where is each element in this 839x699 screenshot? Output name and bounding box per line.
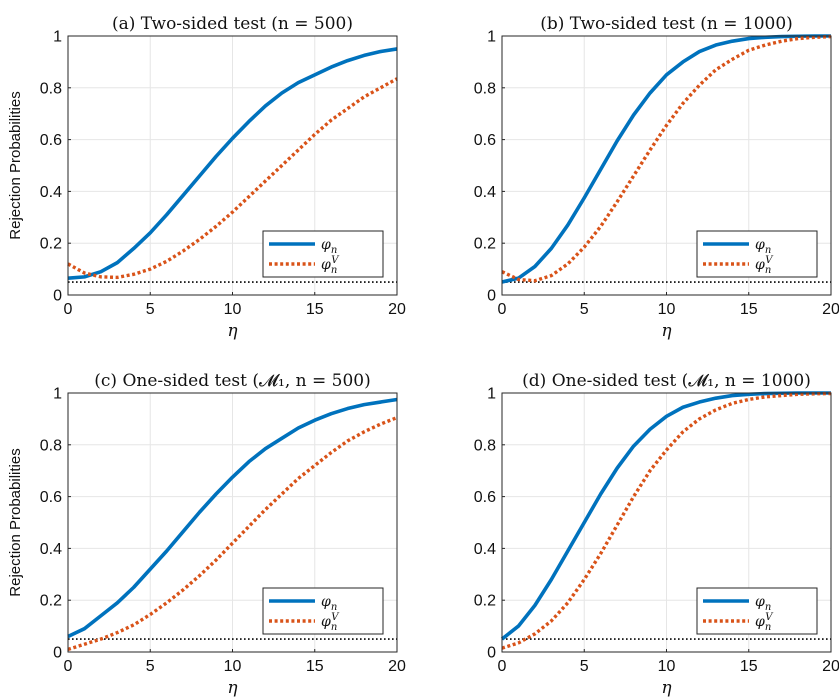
x-tick-label: 5	[580, 658, 589, 675]
x-tick-label: 0	[498, 301, 507, 318]
y-tick-label: 0.6	[474, 489, 496, 506]
legend-label: φn	[755, 237, 771, 256]
x-axis-label: η	[661, 321, 672, 341]
legend-box	[696, 587, 818, 635]
legend-label: φnV	[321, 255, 340, 276]
legend-label: φnV	[755, 612, 774, 633]
y-tick-label: 0.4	[40, 541, 62, 558]
chart-title: (c) One-sided test (𝓜₁, n = 500)	[94, 371, 371, 391]
x-tick-label: 10	[658, 658, 676, 675]
x-tick-label: 20	[388, 658, 406, 675]
y-tick-label: 1	[53, 29, 62, 46]
x-tick-label: 0	[64, 301, 73, 318]
x-tick-label: 10	[658, 301, 676, 318]
y-tick-label: 1	[487, 386, 496, 403]
series-line-phi-n	[501, 34, 831, 284]
y-tick-label: 0.8	[40, 437, 62, 454]
y-tick-label: 0	[487, 645, 496, 662]
series-line-phi-n-v	[501, 34, 832, 283]
y-tick-label: 0.4	[40, 184, 62, 201]
legend-label: φnV	[755, 255, 774, 276]
y-tick-label: 1	[53, 386, 62, 403]
panel-a: 0 5 10 15 20 0 0.2 0.4 0.6 0.8 1 (a) Two-sided test…	[7, 14, 406, 341]
y-tick-label: 0.8	[40, 80, 62, 97]
x-axis-label: η	[227, 321, 238, 341]
legend-box	[696, 230, 818, 278]
y-tick-label: 0	[53, 288, 62, 305]
series-line-phi-n	[67, 47, 398, 280]
series-line-phi-n	[67, 397, 398, 639]
y-tick-label: 1	[487, 29, 496, 46]
chart-title: (b) Two-sided test (n = 1000)	[540, 14, 793, 34]
panel-b: 0 5 10 15 20 0 0.2 0.4 0.6 0.8 1 (b) Two-sided test…	[474, 14, 839, 341]
y-tick-label: 0.6	[40, 489, 62, 506]
legend-label: φnV	[321, 612, 340, 633]
x-tick-label: 10	[224, 658, 242, 675]
x-tick-label: 15	[740, 658, 758, 675]
y-tick-label: 0.8	[474, 437, 496, 454]
legend-box	[262, 230, 384, 278]
x-tick-label: 10	[224, 301, 242, 318]
series-line-phi-n-v	[67, 77, 398, 280]
x-tick-label: 5	[146, 301, 155, 318]
series-line-phi-n-v	[67, 416, 398, 652]
x-axis-label: η	[227, 678, 238, 698]
y-tick-label: 0	[487, 288, 496, 305]
panel-c: 0 5 10 15 20 0 0.2 0.4 0.6 0.8 1 (c) One-sided test…	[7, 371, 406, 698]
legend-box	[262, 587, 384, 635]
x-tick-label: 15	[306, 301, 324, 318]
y-tick-label: 0.4	[474, 184, 496, 201]
x-tick-label: 5	[580, 301, 589, 318]
x-tick-label: 0	[64, 658, 73, 675]
y-tick-label: 0.4	[474, 541, 496, 558]
y-tick-label: 0.8	[474, 80, 496, 97]
x-tick-label: 5	[146, 658, 155, 675]
y-tick-label: 0.2	[40, 593, 62, 610]
panel-d: 0 5 10 15 20 0 0.2 0.4 0.6 0.8 1 (d) One-sided test…	[474, 371, 839, 698]
legend-label: φn	[321, 594, 337, 613]
x-axis-label: η	[661, 678, 672, 698]
x-tick-label: 15	[306, 658, 324, 675]
x-tick-label: 15	[740, 301, 758, 318]
x-tick-label: 20	[822, 301, 839, 318]
chart-title: (d) One-sided test (𝓜₁, n = 1000)	[522, 371, 811, 391]
chart-title: (a) Two-sided test (n = 500)	[112, 14, 353, 34]
series-line-phi-n-v	[501, 391, 832, 650]
y-tick-label: 0.6	[474, 132, 496, 149]
legend-label: φn	[321, 237, 337, 256]
x-tick-label: 20	[388, 301, 406, 318]
x-tick-label: 20	[822, 658, 839, 675]
y-tick-label: 0.2	[474, 593, 496, 610]
y-tick-label: 0	[53, 645, 62, 662]
y-axis-label: Rejection Probabilities	[7, 91, 24, 239]
x-tick-label: 0	[498, 658, 507, 675]
legend-label: φn	[755, 594, 771, 613]
y-tick-label: 0.6	[40, 132, 62, 149]
y-tick-label: 0.2	[40, 236, 62, 253]
y-tick-label: 0.2	[474, 236, 496, 253]
y-axis-label: Rejection Probabilities	[7, 448, 24, 596]
